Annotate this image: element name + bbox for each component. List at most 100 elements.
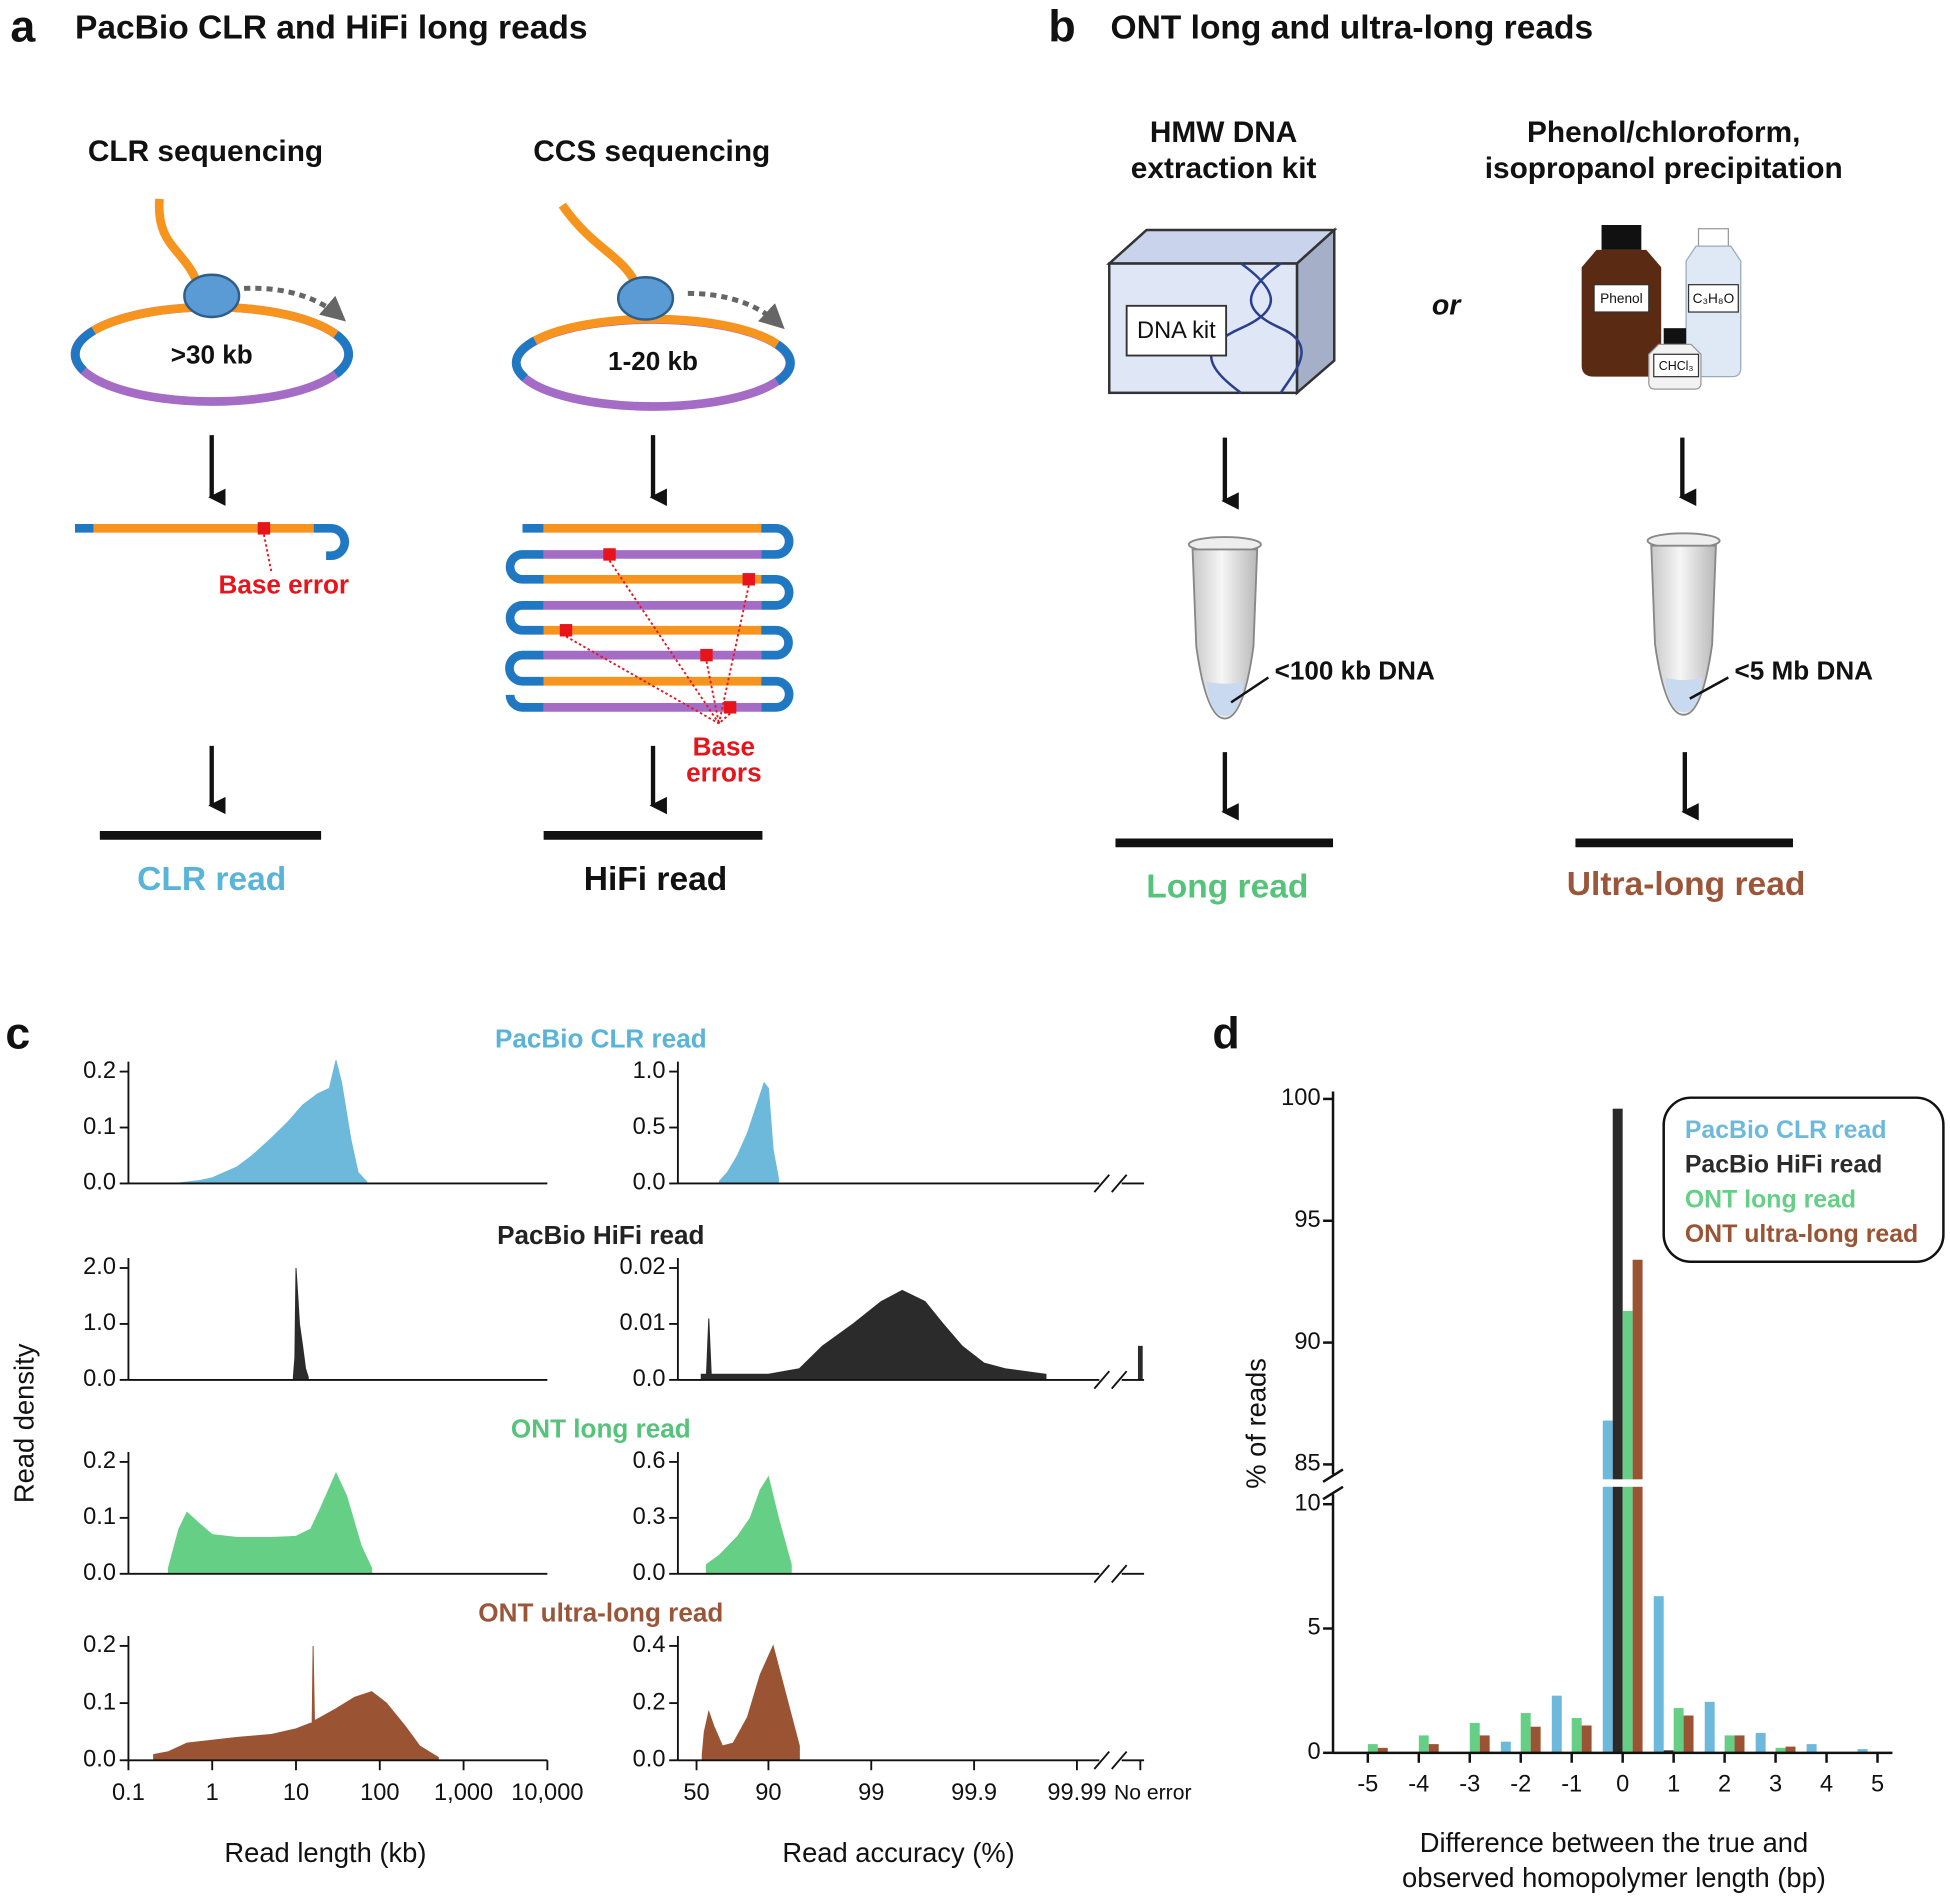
legend-entry: ONT ultra-long read (1685, 1220, 1918, 1248)
adapter (761, 625, 793, 660)
bar (1602, 1420, 1613, 1753)
helix (1210, 262, 1272, 394)
y-tick-label: 0.4 (633, 1632, 666, 1658)
arc (532, 314, 780, 348)
error-marks (559, 548, 755, 714)
legend-entry: ONT long read (1685, 1185, 1856, 1213)
tube (1650, 544, 1717, 716)
liquid (1664, 677, 1703, 713)
cap (1697, 228, 1729, 247)
histogram-area (701, 1644, 800, 1761)
y-tick-label: 10 (1294, 1490, 1320, 1516)
chart-title: PacBio CLR read (495, 1023, 707, 1053)
leader (705, 661, 720, 724)
axis-break (1111, 1174, 1128, 1193)
cap (1601, 225, 1642, 250)
polymerase (616, 275, 675, 321)
arc (774, 340, 795, 386)
y-axis-label: % of reads (1241, 1358, 1272, 1489)
x-tick-label: 99 (858, 1780, 884, 1806)
error-label: errors (686, 757, 761, 787)
bar (1775, 1747, 1786, 1753)
panel-label: c (5, 1009, 30, 1059)
error-mark (700, 648, 713, 662)
liquid (1206, 681, 1244, 717)
bar (1806, 1744, 1817, 1753)
read-label: Long read (1146, 869, 1308, 906)
adapter (761, 523, 794, 559)
y-tick-label: 1.0 (83, 1310, 116, 1336)
adapter (761, 676, 794, 712)
histogram-area (292, 1267, 309, 1381)
adapter (761, 574, 794, 610)
arrow (243, 285, 347, 322)
x-tick-label: -4 (1408, 1771, 1429, 1797)
or: or (1432, 290, 1462, 322)
leader (1689, 676, 1729, 700)
leader (1230, 676, 1270, 704)
clr-template (70, 198, 354, 406)
polymerase (183, 273, 241, 319)
histogram-area (718, 1081, 779, 1184)
histogram-area (153, 1645, 439, 1761)
bar (1469, 1722, 1480, 1753)
y-tick-label: 0.5 (633, 1114, 666, 1140)
x-axis-label: Read accuracy (%) (782, 1837, 1014, 1868)
bottles (1581, 225, 1742, 390)
leader (608, 560, 720, 725)
y-tick-label: 0.0 (83, 1366, 116, 1392)
y-tick-label: 0.01 (620, 1310, 666, 1336)
bottle-label (1653, 353, 1700, 378)
axis-break (1111, 1750, 1128, 1770)
bar (1581, 1725, 1592, 1753)
bar (1428, 1744, 1439, 1753)
dna-size: <100 kb DNA (1275, 655, 1435, 685)
y-tick-label: 0 (1307, 1739, 1320, 1765)
x-tick-label: 2 (1718, 1771, 1731, 1797)
y-tick-label: 1.0 (633, 1058, 666, 1084)
bar (1755, 1732, 1766, 1753)
y-tick-label: 0.1 (83, 1504, 116, 1530)
axis-break (1322, 1485, 1344, 1501)
error-mark (742, 573, 755, 586)
break-gap (1335, 1479, 1895, 1487)
y-tick-label: 0.1 (83, 1689, 116, 1715)
y-tick-label: 0.2 (83, 1448, 116, 1474)
panel-title: PacBio CLR and HiFi long reads (75, 10, 588, 47)
legend-box (1662, 1096, 1945, 1264)
axis-break (1111, 1370, 1128, 1390)
read-label: Ultra-long read (1567, 866, 1806, 903)
heading: CCS sequencing (533, 135, 770, 168)
x-tick-label: 0 (1616, 1771, 1629, 1797)
kit-label: DNA kit (1137, 318, 1216, 344)
bar (1530, 1726, 1541, 1753)
leaders (565, 560, 750, 725)
bar (1622, 1310, 1633, 1753)
arc (511, 336, 538, 382)
histogram-area (167, 1471, 373, 1575)
x-tick-label: 1 (206, 1780, 219, 1806)
x-tick-label: No error (1114, 1781, 1191, 1804)
y-tick-label: 0.0 (633, 1560, 666, 1586)
read-label: HiFi read (584, 861, 728, 898)
tube (1191, 548, 1259, 720)
axis-break (1322, 1468, 1344, 1483)
panel-label: d (1212, 1009, 1239, 1059)
x-tick-label: -5 (1357, 1771, 1378, 1797)
insert-size: >30 kb (171, 340, 253, 370)
x-tick-label: 0.1 (112, 1780, 145, 1806)
heading: Phenol/chloroform, (1527, 116, 1800, 149)
y-tick-label: 0.1 (83, 1114, 116, 1140)
arrow (687, 290, 785, 330)
arc (333, 330, 354, 378)
bar (1479, 1735, 1490, 1753)
clr-subread (74, 523, 350, 561)
axis-break (1093, 1564, 1110, 1584)
arrows (208, 435, 1699, 821)
bar (1734, 1735, 1745, 1753)
y-tick-label: 0.0 (633, 1170, 666, 1196)
x-tick-label: 100 (360, 1780, 399, 1806)
bar (1551, 1695, 1562, 1753)
leader (263, 534, 273, 573)
